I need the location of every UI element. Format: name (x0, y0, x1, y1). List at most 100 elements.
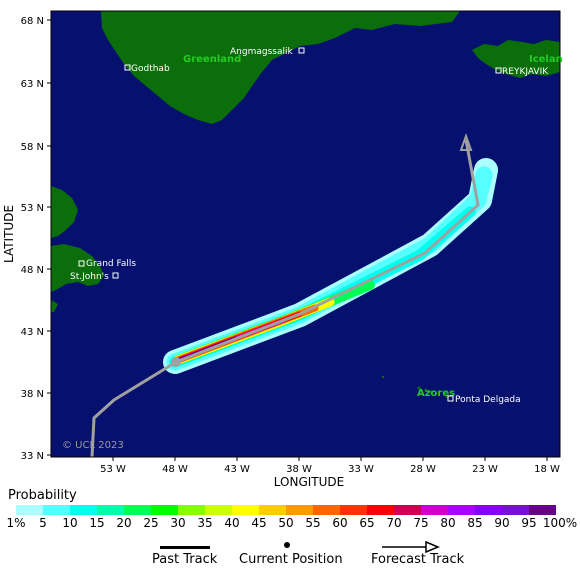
city-label-st-johns: St.John's (70, 272, 109, 282)
probability-scale-label: 95 (521, 516, 537, 530)
region-label-greenland: Greenland (183, 54, 241, 65)
city-marker-icon (112, 272, 119, 279)
nova-scotia-landmass (51, 300, 58, 312)
longitude-label: LONGITUDE (274, 475, 344, 486)
lat-tick-label: 58 N (21, 142, 44, 153)
probability-color-swatch (394, 505, 421, 515)
probability-color-swatch (448, 505, 475, 515)
copyright-text: © UCL 2023 (62, 440, 124, 451)
current-position-legend-label: Current Position (239, 552, 343, 567)
past-track-legend-label: Past Track (152, 552, 218, 567)
current-position-swatch (284, 542, 290, 548)
iceland-landmass (472, 40, 560, 78)
current-position-marker (171, 357, 181, 367)
map-frame (50, 10, 561, 458)
probability-color-swatch (232, 505, 259, 515)
latitude-axis: 68 N 63 N 58 N 53 N 48 N 43 N 38 N 33 N (21, 16, 51, 462)
probability-scale-label: 10 (62, 516, 78, 530)
labrador-landmass (51, 186, 78, 238)
greenland-landmass (101, 11, 460, 124)
probability-scale-label: 90 (494, 516, 510, 530)
probability-color-swatch (151, 505, 178, 515)
probability-color-swatch (97, 505, 124, 515)
lat-tick-label: 43 N (21, 327, 44, 338)
probability-scale-label: 100% (542, 516, 578, 530)
probability-color-swatch (313, 505, 340, 515)
probability-scale-label: 5 (39, 516, 47, 530)
longitude-axis: 53 W 48 W 43 W 38 W 33 W 28 W 23 W 18 W (100, 457, 560, 475)
region-label-iceland: Icelan (529, 54, 563, 65)
lon-tick-label: 23 W (472, 464, 498, 475)
lon-tick-label: 33 W (348, 464, 374, 475)
probability-scale-labels: 1% 5 10 15 20 25 30 35 40 45 50 55 60 65 70 75 80 85 90 95 1… (0, 516, 580, 532)
lat-tick-label: 38 N (21, 389, 44, 400)
probability-scale-label: 65 (359, 516, 375, 530)
probability-color-swatch (124, 505, 151, 515)
probability-color-swatch (205, 505, 232, 515)
latitude-label: LATITUDE (2, 205, 16, 263)
city-marker-icon (298, 47, 305, 54)
probability-scale-label: 1% (6, 516, 26, 530)
lat-tick-label: 48 N (21, 265, 44, 276)
probability-scale-label: 30 (170, 516, 186, 530)
lon-tick-label: 28 W (410, 464, 436, 475)
probability-scale-label: 20 (116, 516, 132, 530)
probability-scale-label: 75 (413, 516, 429, 530)
past-track-swatch (160, 546, 210, 549)
past-track-line (90, 360, 177, 457)
forecast-track-arrow-icon (382, 541, 440, 553)
newfoundland-landmass (51, 244, 104, 292)
city-marker-icon (495, 67, 502, 74)
probability-scale-label: 40 (224, 516, 240, 530)
probability-color-swatch (70, 505, 97, 515)
probability-scale-label: 60 (332, 516, 348, 530)
probability-scale-label: 45 (251, 516, 267, 530)
lon-tick-label: 53 W (100, 464, 126, 475)
probability-scale-label: 15 (89, 516, 105, 530)
probability-color-swatch (475, 505, 502, 515)
lat-tick-label: 53 N (21, 203, 44, 214)
city-marker-icon (447, 395, 454, 402)
probability-scale-label: 85 (467, 516, 483, 530)
probability-color-swatch (340, 505, 367, 515)
probability-color-swatch (259, 505, 286, 515)
probability-color-swatch (286, 505, 313, 515)
forecast-track-legend-label: Forecast Track (371, 552, 465, 567)
city-label-ponta-delgada: Ponta Delgada (455, 395, 521, 405)
track-legend: Past Track Current Position Forecast Tra… (0, 536, 580, 576)
lon-tick-label: 43 W (224, 464, 250, 475)
lat-tick-label: 33 N (21, 451, 44, 462)
forecast-track-line (175, 139, 480, 364)
lat-tick-label: 63 N (21, 79, 44, 90)
storm-track-map: 68 N 63 N 58 N 53 N 48 N 43 N 38 N 33 N … (2, 10, 563, 486)
probability-scale-label: 25 (143, 516, 159, 530)
city-marker-icon (78, 260, 85, 267)
probability-color-swatch (16, 505, 43, 515)
city-marker-icon (124, 64, 131, 71)
probability-color-swatch (529, 505, 556, 515)
probability-scale-label: 70 (386, 516, 402, 530)
probability-color-swatch (178, 505, 205, 515)
city-label-angmagssalik: Angmagssalik (230, 47, 293, 57)
probability-legend-title: Probability (8, 488, 77, 503)
probability-color-scale (16, 505, 556, 515)
azores-islands (381, 375, 449, 398)
lon-tick-label: 48 W (162, 464, 188, 475)
probability-color-swatch (367, 505, 394, 515)
probability-color-swatch (502, 505, 529, 515)
city-label-grand-falls: Grand Falls (86, 259, 136, 269)
lon-tick-label: 38 W (286, 464, 312, 475)
city-label-godthab: Godthab (131, 64, 170, 74)
city-label-reykjavik: REYKJAVIK (502, 67, 549, 77)
forecast-arrowhead-icon (459, 133, 473, 151)
ocean-area (51, 11, 560, 457)
probability-color-swatch (43, 505, 70, 515)
probability-scale-label: 35 (197, 516, 213, 530)
lat-tick-label: 68 N (21, 16, 44, 27)
probability-scale-label: 50 (278, 516, 294, 530)
probability-scale-label: 80 (440, 516, 456, 530)
probability-color-swatch (421, 505, 448, 515)
region-label-azores: Azores (417, 388, 455, 399)
probability-scale-label: 55 (305, 516, 321, 530)
lon-tick-label: 18 W (534, 464, 560, 475)
